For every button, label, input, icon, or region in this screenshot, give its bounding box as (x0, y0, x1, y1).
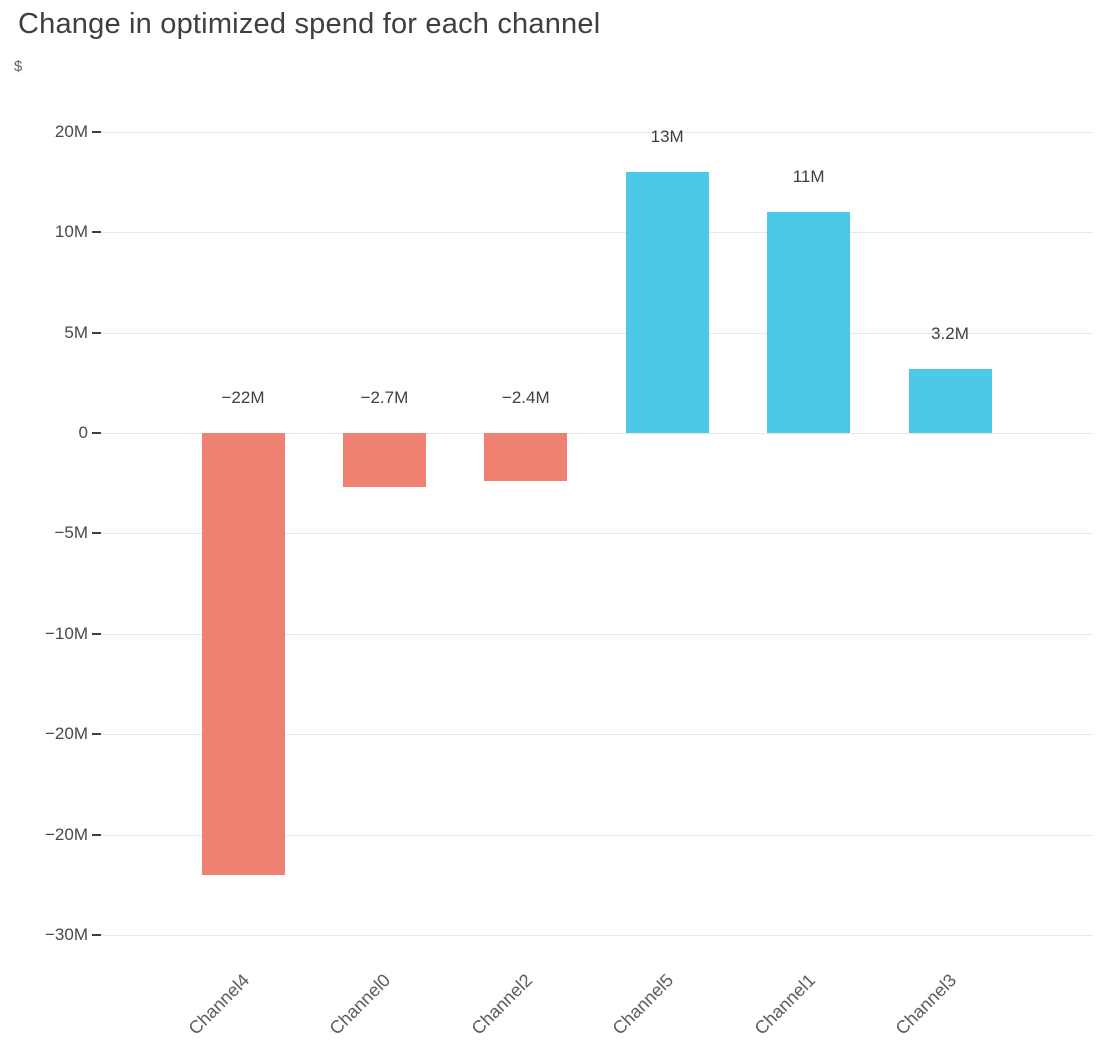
y-axis-tick-mark (92, 934, 101, 936)
y-axis-title: $ (14, 58, 23, 75)
bar-channel4 (201, 433, 285, 875)
y-axis-tick-label: 5M (64, 322, 88, 342)
y-axis-tick-mark (92, 331, 101, 334)
gridline (100, 935, 1093, 936)
bar-channel3 (908, 368, 992, 433)
gridline (100, 633, 1093, 635)
bar-channel0 (342, 433, 426, 488)
y-axis-tick-label: 0 (78, 423, 88, 442)
y-axis-tick-mark (92, 632, 101, 635)
gridline (100, 834, 1093, 836)
y-axis-tick-mark (92, 432, 101, 434)
gridline (100, 131, 1093, 133)
y-axis-tick-label: 20M (54, 121, 88, 141)
bar-value-label: 11M (792, 167, 825, 187)
x-axis-tick-label: Channel5 (608, 970, 678, 1039)
x-axis-tick-label: Channel0 (325, 970, 395, 1039)
chart-title: Change in optimized spend for each chann… (18, 8, 601, 40)
gridline (100, 734, 1093, 736)
y-axis-tick-label: −5M (54, 523, 88, 543)
x-axis-tick-label: Channel1 (750, 970, 819, 1039)
y-axis-tick-mark (92, 733, 101, 736)
bar-channel1 (767, 212, 851, 433)
bar-value-label: 13M (650, 126, 684, 146)
bar-value-label: −22M (221, 388, 265, 407)
bar-value-label: −2.4M (501, 388, 550, 407)
bar-channel2 (484, 433, 568, 482)
bar-value-label: 3.2M (931, 323, 969, 343)
y-axis-tick-label: −20M (45, 824, 88, 844)
y-axis-tick-label: −20M (45, 724, 88, 744)
y-axis-tick-mark (92, 231, 101, 234)
y-axis-tick-mark (92, 833, 101, 836)
gridline (100, 232, 1093, 234)
bar-value-label: −2.7M (360, 388, 409, 407)
gridline (100, 332, 1093, 334)
gridline (100, 533, 1093, 535)
y-axis-tick-mark (92, 532, 101, 535)
x-axis-tick-label: Channel3 (891, 970, 961, 1039)
y-axis-tick-label: 10M (54, 222, 88, 242)
bar-channel5 (625, 171, 709, 433)
gridline (100, 433, 1093, 434)
y-axis-tick-label: −10M (45, 623, 88, 643)
y-axis-tick-mark (92, 130, 101, 133)
y-axis-tick-label: −30M (45, 925, 88, 944)
x-axis-tick-label: Channel2 (467, 970, 536, 1039)
x-axis-tick-label: Channel4 (184, 970, 254, 1039)
